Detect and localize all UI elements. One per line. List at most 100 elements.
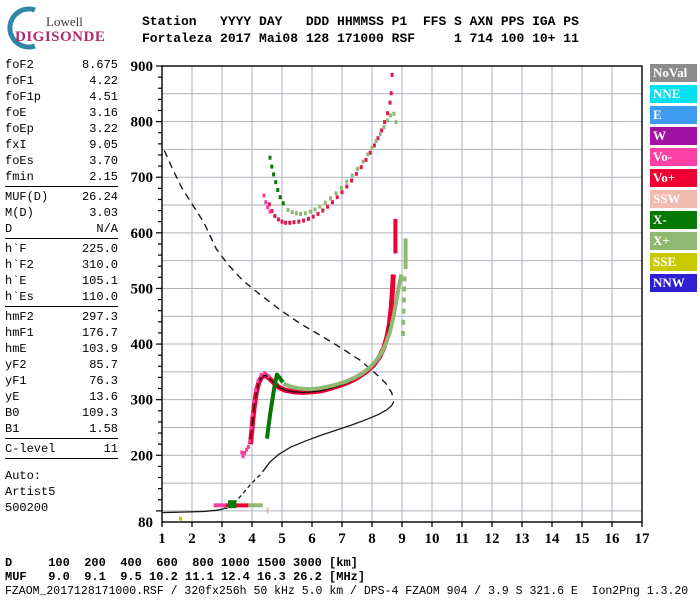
parameter-label: yE (5, 390, 20, 404)
x-tick-label: 17 (635, 531, 651, 547)
parameter-label: foF2 (5, 58, 34, 72)
parameter-value: 9.05 (89, 138, 118, 152)
legend-item-x+: X+ (650, 232, 697, 250)
x-tick-label: 9 (398, 531, 406, 547)
parameter-group: hmF2 297.3 hmF1 176.7 hmE 103.9 yF2 85.7 yF1 76.3… (5, 309, 118, 439)
series-f-trace-x-top-dashes (400, 276, 407, 336)
parameter-value: 11 (103, 442, 118, 456)
parameter-label: hmE (5, 342, 27, 356)
parameter-value: 103.9 (81, 342, 118, 356)
parameter-label: h`F2 (5, 258, 34, 272)
parameter-label: yF2 (5, 358, 27, 372)
parameter-value: 110.0 (81, 290, 118, 304)
parameter-row: foEs 3.70 (5, 153, 118, 169)
muf-row: MUF 9.0 9.1 9.5 10.2 11.1 12.4 16.3 26.2… (5, 570, 366, 584)
parameter-value: 225.0 (81, 242, 118, 256)
series-second-hop-o-scatter (267, 72, 394, 225)
legend-item-w: W (650, 127, 697, 145)
x-tick-label: 11 (455, 531, 469, 547)
parameter-row: foE 3.16 (5, 105, 118, 121)
y-tick-label: 300 (131, 393, 154, 409)
parameter-value: 26.24 (81, 190, 118, 204)
parameter-value: 76.3 (89, 374, 118, 388)
parameter-row: D N/A (5, 221, 118, 237)
parameter-label: h`E (5, 274, 27, 288)
parameter-value: 2.15 (89, 170, 118, 184)
parameter-label: MUF(D) (5, 190, 49, 204)
parameter-value: 297.3 (81, 310, 118, 324)
x-tick-label: 12 (485, 531, 500, 547)
parameter-row: yE 13.6 (5, 389, 118, 405)
parameter-label: C-level (5, 442, 56, 456)
parameter-row: B1 1.58 (5, 421, 118, 437)
parameter-value: 4.22 (89, 74, 118, 88)
logo-lowell-text: Lowell (46, 14, 83, 29)
x-tick-label: 14 (545, 531, 561, 547)
series-f-trace-x (282, 274, 404, 392)
legend-item-nnw: NNW (650, 274, 697, 292)
series-profile-f-region (261, 401, 395, 473)
parameter-row: foF2 8.675 (5, 57, 118, 73)
parameter-label: foEp (5, 122, 34, 136)
d-muf-table: D 100 200 400 600 800 1000 1500 3000 [km… (5, 556, 365, 584)
parameter-label: M(D) (5, 206, 34, 220)
x-tick-label: 13 (515, 531, 530, 547)
parameter-value: 3.22 (89, 122, 118, 136)
x-tick-label: 16 (605, 531, 621, 547)
parameter-label: B0 (5, 406, 20, 420)
parameter-label: hmF1 (5, 326, 34, 340)
y-tick-label: 800 (131, 115, 154, 131)
legend-item-noval: NoVal (650, 64, 697, 82)
series-profile-bottomside (161, 507, 228, 514)
legend-item-ssw: SSW (650, 190, 697, 208)
x-tick-label: 10 (425, 531, 440, 547)
parameter-row: C-level 11 (5, 441, 118, 457)
legend-item-nne: NNE (650, 85, 697, 103)
parameter-row: foF1 4.22 (5, 73, 118, 89)
parameter-label: foF1p (5, 90, 42, 104)
x-tick-label: 1 (158, 531, 166, 547)
autoscaling-info: Auto: Artist5 500200 (5, 468, 118, 516)
parameter-value: 1.58 (89, 422, 118, 436)
grid (162, 66, 642, 522)
series-second-hop-x-scatter (286, 111, 398, 216)
parameter-label: foF1 (5, 74, 34, 88)
parameter-value: 13.6 (89, 390, 118, 404)
doppler-direction-legend: NoVal NNE E W Vo- Vo+ SSW X- X+ SSE NNW (650, 64, 697, 295)
autoscaling-line: 500200 (5, 501, 49, 515)
x-tick-label: 6 (308, 531, 316, 547)
parameter-label: yF1 (5, 374, 27, 388)
series-dot-yellow (179, 516, 183, 521)
autoscaling-line: Auto: (5, 469, 42, 483)
y-tick-label: 700 (131, 170, 154, 186)
parameter-group: foF2 8.675 foF1 4.22 foF1p 4.51 foE 3.16 foEp 3.2… (5, 57, 118, 187)
parameter-row: hmE 103.9 (5, 341, 118, 357)
parameter-group: MUF(D) 26.24 M(D) 3.03 D N/A (5, 189, 118, 239)
parameter-row: yF2 85.7 (5, 357, 118, 373)
parameter-label: B1 (5, 422, 20, 436)
parameter-row: foEp 3.22 (5, 121, 118, 137)
parameter-row: MUF(D) 26.24 (5, 189, 118, 205)
series-f-trace-fit (249, 323, 390, 445)
station-header: Station YYYY DAY DDD HHMMSS P1 FFS S AXN… (142, 13, 579, 47)
legend-item-x-: X- (650, 211, 697, 229)
parameter-value: 310.0 (81, 258, 118, 272)
axes: 1 2 3 4 5 6 7 8 9 10 11 12 13 14 15 16 17900800700600500… (131, 59, 651, 547)
y-tick-label: 600 (131, 226, 154, 242)
legend-item-sse: SSE (650, 253, 697, 271)
parameter-row: B0 109.3 (5, 405, 118, 421)
header-columns-line: Station YYYY DAY DDD HHMMSS P1 FFS S AXN… (142, 14, 579, 29)
autoscaling-line: Artist5 (5, 485, 56, 499)
parameter-group: C-level 11 (5, 441, 118, 459)
y-tick-label: 80 (138, 515, 153, 531)
x-tick-label: 7 (338, 531, 346, 547)
parameter-value: 3.16 (89, 106, 118, 120)
digisonde-logo: Lowell DIGISONDE (6, 4, 126, 50)
series-second-hop-x-dark-branch (268, 155, 285, 206)
legend-item-vo+: Vo+ (650, 169, 697, 187)
parameter-value: 176.7 (81, 326, 118, 340)
parameter-row: foF1p 4.51 (5, 89, 118, 105)
parameter-label: foEs (5, 154, 34, 168)
